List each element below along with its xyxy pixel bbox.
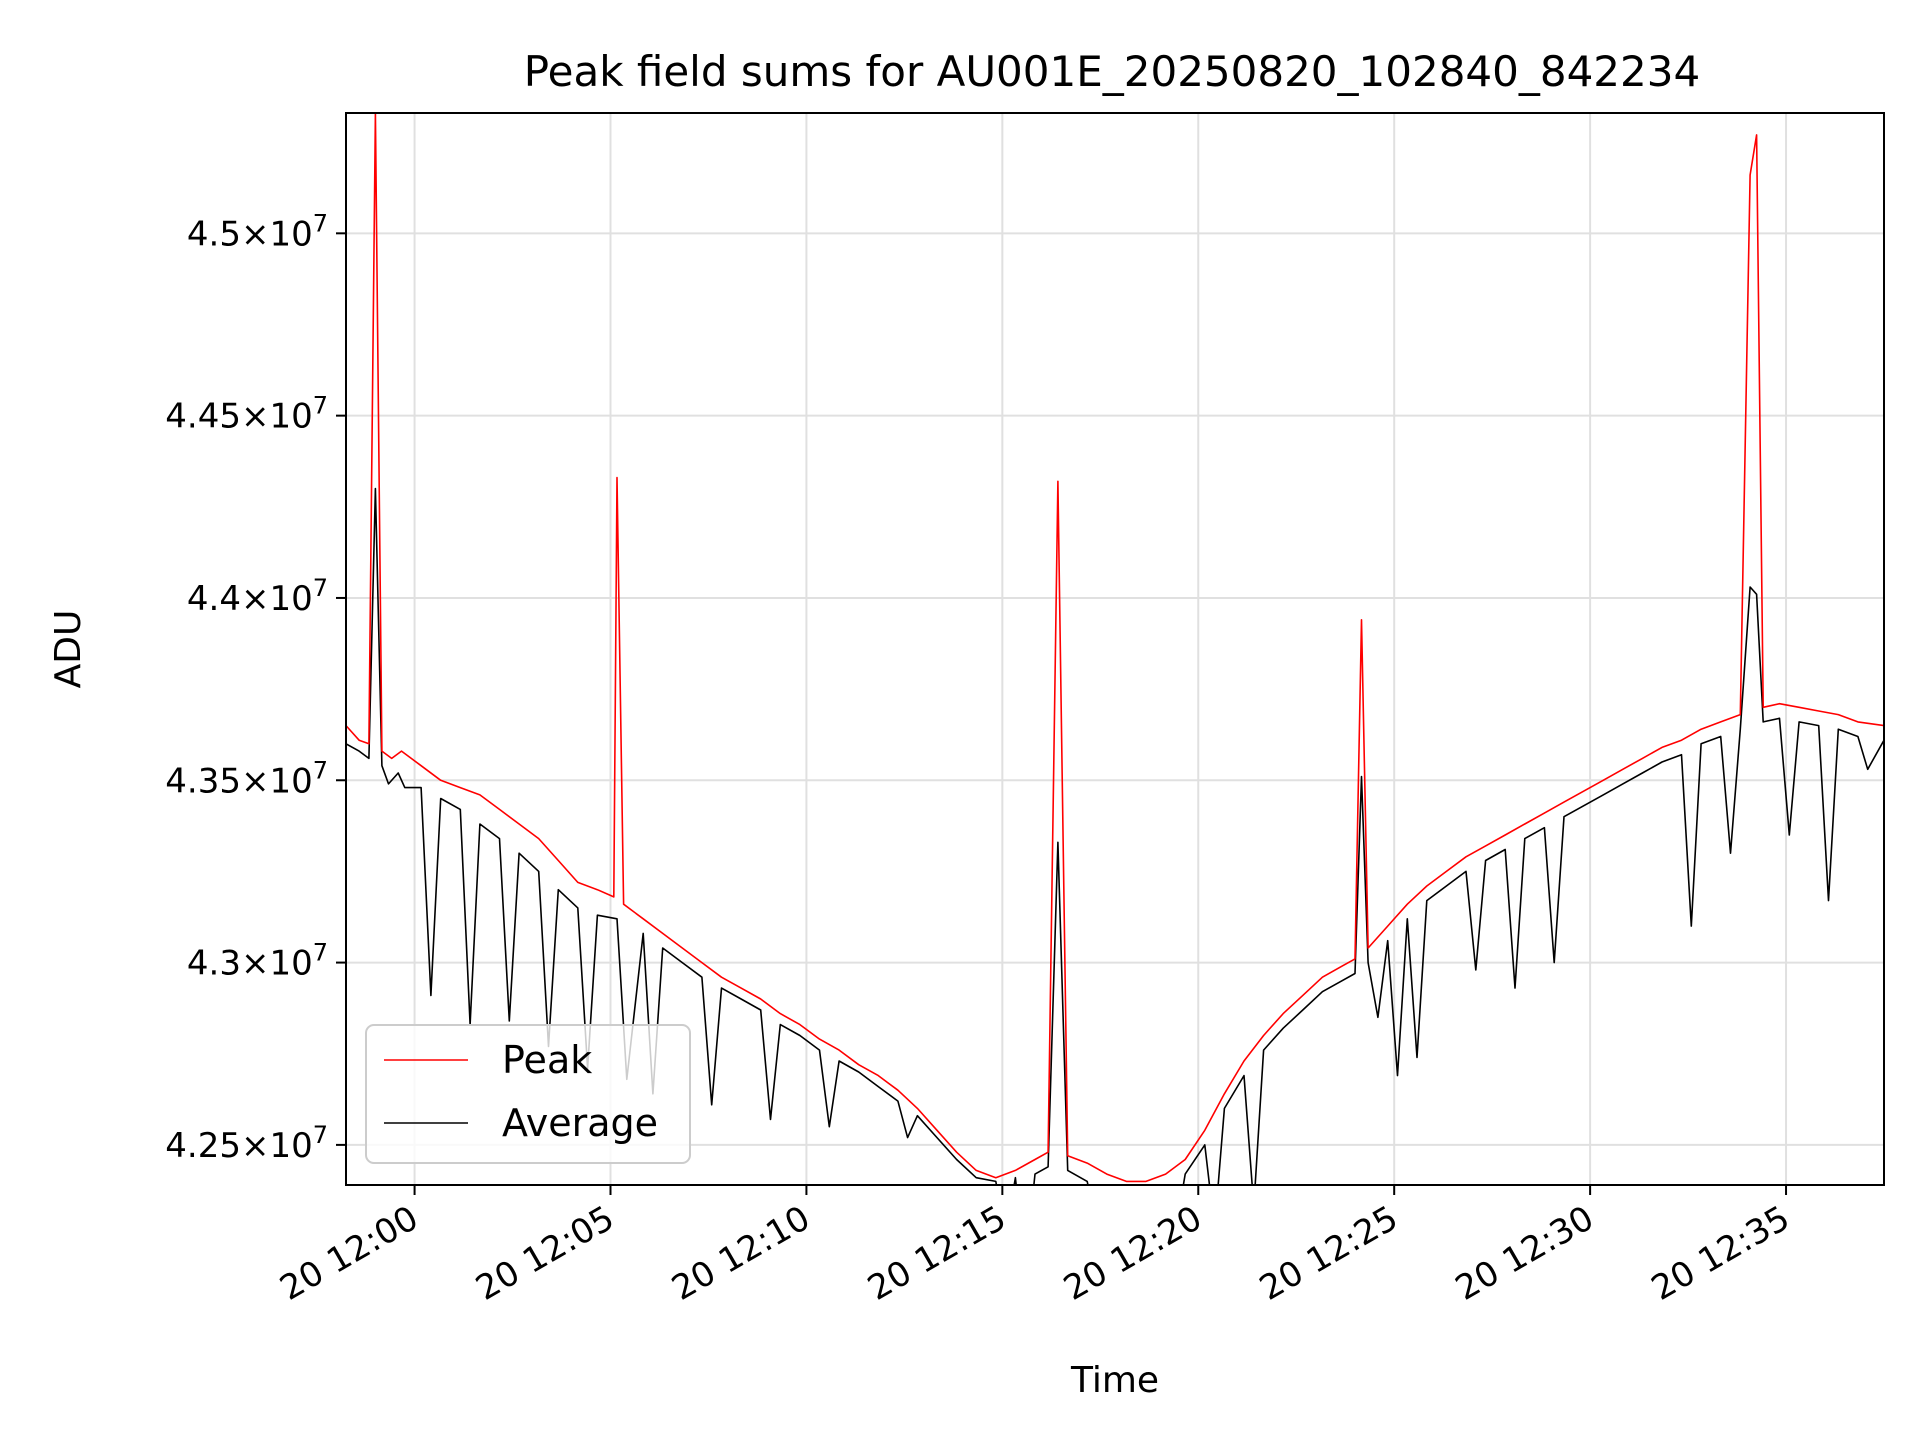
series-line-peak: [346, 113, 1884, 1183]
y-tick-exponent: 7: [313, 209, 328, 237]
y-tick-mantissa: 4.25: [165, 1126, 241, 1166]
y-tick-label: 4.5×107: [187, 209, 328, 254]
y-tick-label: 4.45×107: [165, 392, 328, 437]
x-axis-label: Time: [1070, 1360, 1159, 1401]
series: [346, 113, 1884, 1185]
y-tick-exponent: 7: [313, 574, 328, 602]
y-tick-exponent: 7: [313, 1121, 328, 1149]
y-tick-exponent: 7: [313, 939, 328, 967]
y-tick-mantissa: 4.35: [165, 761, 241, 801]
legend: Peak Average: [365, 1024, 691, 1164]
plot-area-frame: [345, 112, 1885, 1186]
y-axis: 4.25×1074.3×1074.35×1074.4×1074.45×1074.…: [165, 209, 346, 1166]
y-tick-label: 4.35×107: [165, 756, 328, 801]
y-tick-mantissa: 4.4: [187, 579, 241, 619]
y-tick-label: 4.25×107: [165, 1121, 328, 1166]
series-line-average: [346, 487, 1884, 1185]
y-tick-exponent: 7: [313, 756, 328, 784]
y-tick-label: 4.4×107: [187, 574, 328, 619]
y-tick-mantissa: 4.5: [187, 214, 241, 254]
y-axis-label: ADU: [48, 610, 89, 689]
legend-label-average: Average: [502, 1101, 658, 1145]
chart-title: Peak field sums for AU001E_20250820_1028…: [524, 47, 1700, 96]
y-tick-label: 4.3×107: [187, 939, 328, 984]
y-tick-exponent: 7: [313, 392, 328, 420]
y-tick-mantissa: 4.3: [187, 944, 241, 984]
y-tick-mantissa: 4.45: [165, 397, 241, 437]
legend-label-peak: Peak: [502, 1038, 592, 1082]
